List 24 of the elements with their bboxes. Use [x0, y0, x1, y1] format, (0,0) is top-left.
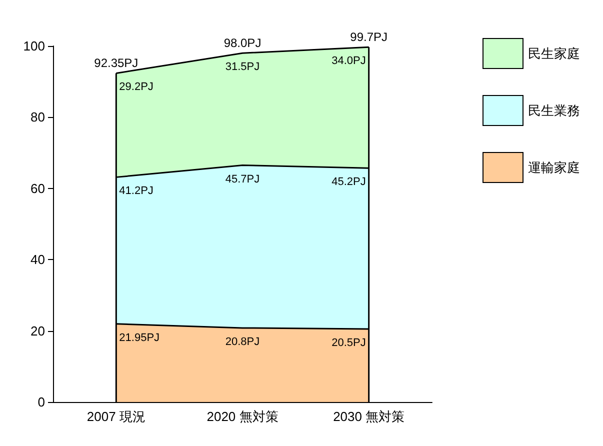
total-label: 98.0PJ	[224, 36, 262, 50]
legend-label: 民生家庭	[528, 46, 580, 61]
y-tick-label: 80	[30, 110, 45, 125]
y-tick-label: 40	[30, 252, 45, 268]
data-label: 29.2PJ	[119, 81, 154, 94]
data-label: 21.95PJ	[119, 332, 160, 344]
data-label: 31.5PJ	[225, 61, 260, 74]
data-label: 34.0PJ	[332, 55, 366, 68]
y-tick-label: 0	[38, 394, 45, 410]
y-tick-label: 20	[30, 323, 45, 338]
y-tick-label: 60	[30, 180, 45, 196]
data-label: 41.2PJ	[119, 185, 154, 198]
data-label: 45.2PJ	[332, 176, 366, 188]
legend-label: 運輸家庭	[528, 160, 580, 175]
x-tick-label: 2007 現況	[86, 409, 146, 424]
data-label: 20.8PJ	[225, 336, 260, 348]
y-tick-label: 100	[23, 38, 45, 54]
data-label: 45.7PJ	[225, 173, 260, 186]
x-tick-label: 2030 無対策	[333, 409, 405, 424]
total-label: 99.7PJ	[350, 30, 388, 44]
total-label: 92.35PJ	[94, 56, 138, 70]
legend-label: 民生業務	[528, 103, 580, 118]
data-label: 20.5PJ	[332, 337, 366, 350]
x-tick-label: 2020 無対策	[206, 409, 278, 424]
